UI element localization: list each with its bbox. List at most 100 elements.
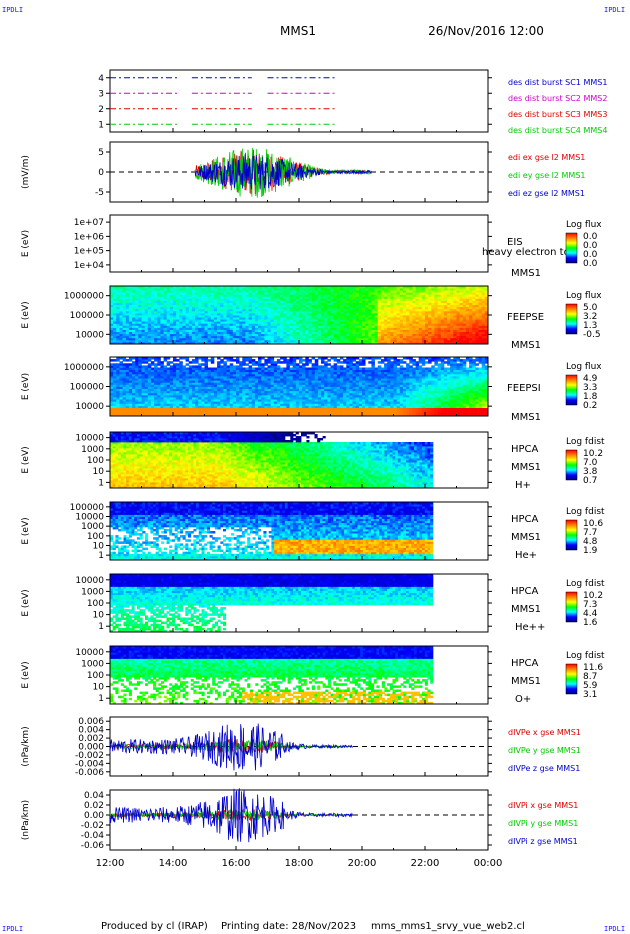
feepsi-cell — [122, 390, 127, 394]
feepse-cell — [210, 304, 215, 308]
feepsi-cell — [201, 397, 205, 400]
feepsi-cell — [185, 386, 190, 389]
feepse-cell — [188, 292, 193, 295]
feepse-cell — [201, 325, 205, 328]
feepse-cell — [138, 335, 142, 339]
feepse-cell — [324, 339, 328, 343]
feepse-cell — [160, 327, 164, 330]
feepsi-cell — [157, 382, 161, 385]
feepsi-cell — [201, 373, 205, 377]
feepsi-cell — [210, 376, 215, 379]
feepse-cell — [267, 341, 271, 345]
feepse-cell — [399, 296, 404, 299]
feepse-cell — [418, 302, 423, 306]
feepse-cell — [412, 337, 416, 341]
feepse-cell — [358, 325, 363, 328]
feepsi-cell — [283, 384, 287, 387]
feepsi-cell — [245, 373, 249, 377]
feepsi-cell — [220, 394, 224, 398]
feepse-cell — [166, 323, 171, 326]
feepsi-cell — [239, 363, 243, 366]
edi-ytick-label: 0 — [98, 168, 104, 178]
feepse-cell — [207, 286, 212, 289]
feepse-cell — [472, 317, 476, 320]
feepsi-cell — [276, 399, 281, 402]
feepse-cell — [358, 335, 363, 339]
feepsi-cell — [188, 373, 193, 377]
feepse-cell — [362, 317, 366, 320]
feepse-cell — [406, 304, 410, 308]
feepse-cell — [440, 337, 445, 341]
feepse-cell — [317, 302, 322, 306]
feepse-cell — [437, 310, 442, 314]
feepsi-cell — [185, 388, 190, 392]
feepse-cell — [289, 317, 293, 320]
feepse-cell — [349, 329, 353, 332]
feepsi-cell — [179, 384, 183, 387]
feepsi-cell — [166, 401, 171, 404]
feepse-cell — [440, 290, 445, 293]
feepse-cell — [346, 325, 350, 328]
feepsi-cell — [248, 386, 253, 389]
feepse-cell — [327, 317, 331, 320]
feepse-cell — [220, 296, 224, 299]
feepsi-cell — [113, 386, 117, 389]
feepse-cell — [352, 331, 356, 335]
feepse-cell — [273, 292, 278, 295]
feepse-cell — [305, 315, 309, 318]
eis-colorbar-tick: 0.0 — [583, 232, 598, 242]
feepse-cell — [138, 286, 142, 289]
feepse-cell — [330, 339, 334, 343]
feepse-cell — [157, 341, 161, 345]
feepse-cell — [314, 286, 319, 289]
feepse-cell — [346, 286, 350, 289]
feepse-cell — [399, 321, 404, 324]
burst-ytick-label: 4 — [98, 74, 104, 84]
feepsi-cell — [185, 411, 190, 415]
feepsi-cell — [116, 371, 120, 375]
feepse-cell — [443, 319, 448, 322]
feepse-cell — [239, 315, 243, 318]
feepsi-cell — [245, 386, 249, 389]
feepse-cell — [280, 331, 284, 335]
feepse-cell — [251, 327, 256, 330]
feepse-cell — [396, 312, 401, 316]
feepsi-cell — [273, 371, 278, 375]
feepsi-cell — [267, 380, 271, 383]
feepse-cell — [371, 298, 375, 301]
feepsi-cell — [258, 384, 262, 387]
feepsi-cell — [254, 363, 259, 366]
feepsi-cell — [258, 405, 262, 408]
feepsi-cell — [267, 401, 271, 404]
feepsi-cell — [135, 384, 139, 387]
feepse-cell — [308, 335, 312, 339]
feepse-cell — [132, 288, 136, 291]
feepse-cell — [182, 339, 186, 343]
feepse-cell — [321, 339, 325, 343]
feepsi-cell — [217, 367, 221, 370]
feepsi-cell — [248, 392, 253, 396]
feepse-cell — [236, 337, 240, 341]
feepse-cell — [169, 331, 174, 335]
feepsi-cell — [283, 401, 287, 404]
feepse-cell — [220, 304, 224, 308]
feepse-cell — [191, 337, 196, 341]
feepsi-cell — [283, 407, 287, 411]
feepse-cell — [399, 333, 404, 337]
feepse-cell — [308, 296, 312, 299]
feepsi-cell — [213, 397, 218, 400]
feepsi-cell — [179, 388, 183, 392]
feepse-cell — [390, 298, 394, 301]
feepse-cell — [110, 302, 114, 306]
feepsi-cell — [276, 382, 281, 385]
feepse-cell — [431, 317, 435, 320]
feepse-cell — [229, 325, 234, 328]
feepse-cell — [207, 319, 212, 322]
feepse-cell — [434, 286, 438, 289]
feepse-cell — [125, 337, 130, 341]
feepsi-cell — [132, 376, 136, 379]
feepse-cell — [132, 312, 136, 316]
feepse-cell — [355, 286, 360, 289]
feepsi-cell — [182, 392, 186, 396]
feepsi-cell — [226, 392, 231, 396]
